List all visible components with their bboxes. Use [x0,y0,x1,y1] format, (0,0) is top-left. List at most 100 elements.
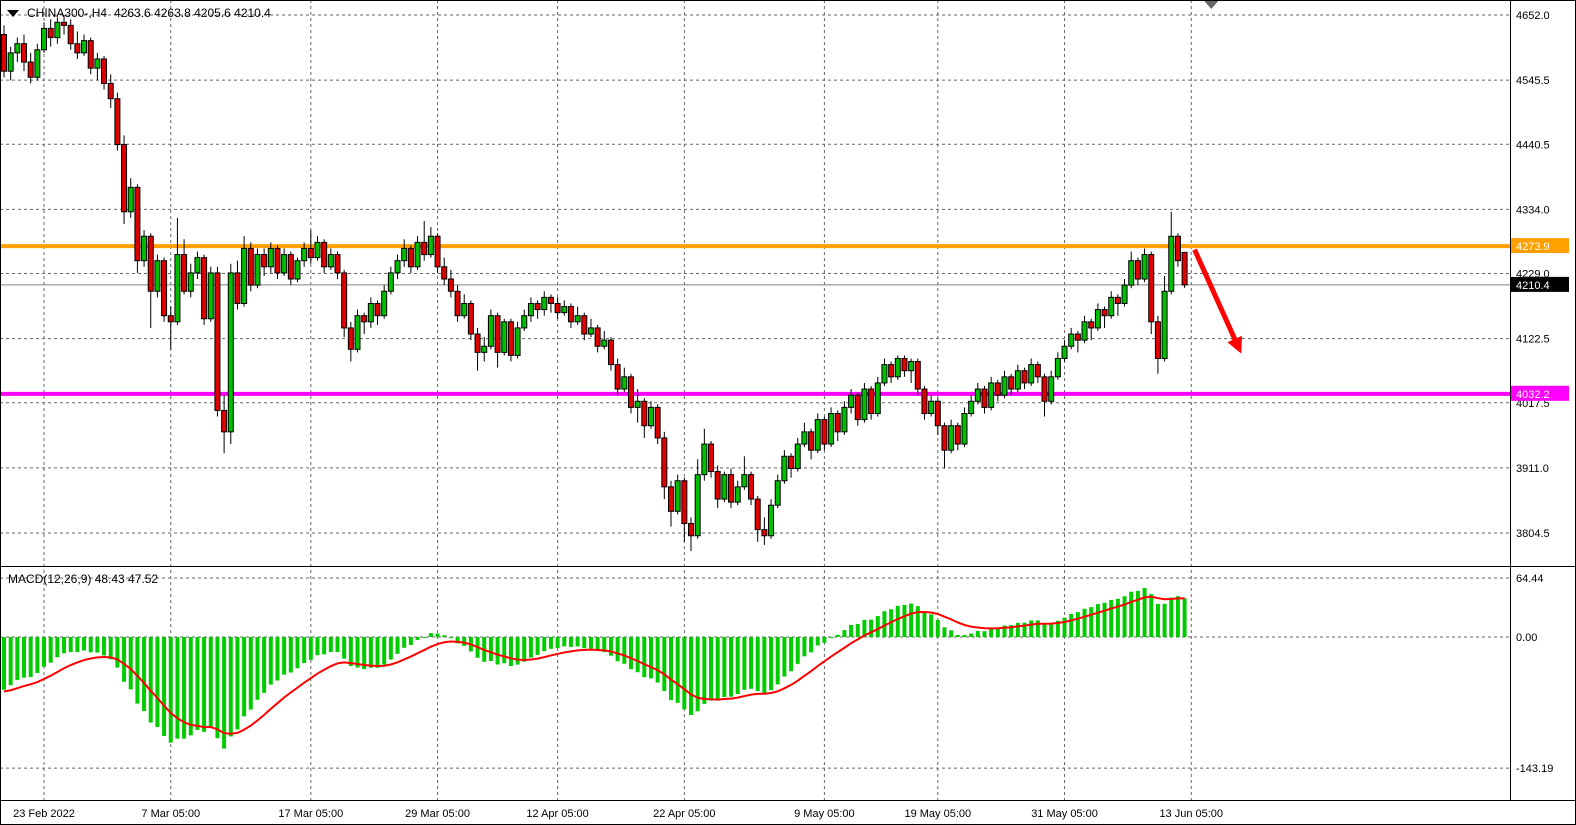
time-tick-label: 23 Feb 2022 [13,808,75,820]
macd-histogram-bar [1095,604,1100,638]
macd-label-text: MACD(12,26,9) 48.43 47.52 [8,572,159,586]
candle [674,474,681,515]
candle [161,257,168,322]
candle [774,474,781,509]
macd-histogram-bar [608,637,613,656]
macd-histogram-bar [322,637,327,655]
candle [294,257,301,283]
candle [174,217,181,325]
macd-histogram-bar [855,624,860,638]
candle [1021,367,1028,390]
candle [881,358,888,386]
candle [407,245,414,273]
candle [1161,275,1168,362]
candle [981,385,988,414]
macd-histogram-bar [628,637,633,670]
time-tick-label: 19 May 05:00 [904,808,971,820]
macd-histogram-bar [909,603,914,638]
candle [708,441,715,478]
symbol-dropdown-icon[interactable] [7,9,20,18]
candle [141,230,148,267]
candle [1048,370,1055,405]
candle [327,248,334,270]
macd-histogram-bar [188,637,193,736]
macd-histogram-bar [815,637,820,646]
candle [728,468,735,509]
time-axis[interactable] [0,801,1576,825]
candle [374,300,381,325]
macd-histogram-bar [1149,594,1154,638]
macd-histogram-bar [442,635,447,638]
macd-histogram-bar [1069,613,1074,638]
candle [114,92,121,151]
candle [988,376,995,411]
candle [47,19,54,47]
macd-histogram-bar [488,637,493,662]
candle [221,395,228,454]
candle [1141,248,1148,283]
macd-histogram-bar [462,637,467,646]
sell-arrow-head[interactable] [1227,335,1243,354]
macd-tick-label: -143.19 [1516,763,1553,775]
macd-histogram-bar [528,637,533,658]
macd-histogram-bar [635,637,640,673]
price-tick-label: 3911.0 [1516,463,1549,475]
macd-histogram-bar [602,637,607,653]
candle [394,254,401,280]
macd-histogram-bar [849,624,854,638]
candle [734,480,741,506]
candle [314,236,321,261]
macd-histogram-bar [822,637,827,643]
candle [14,37,21,63]
candle [507,318,514,362]
candle [227,263,234,445]
candle [714,465,721,509]
sell-arrow-shaft[interactable] [1192,248,1240,346]
candle [894,355,901,380]
macd-histogram-bar [255,637,260,700]
candle [901,355,908,377]
macd-histogram-bar [588,637,593,649]
candle [1114,294,1121,316]
candle [948,419,955,454]
candle [421,220,428,261]
macd-histogram-bar [128,637,133,690]
candle [414,236,421,270]
macd-histogram-bar [195,637,200,730]
macd-histogram-bar [295,637,300,669]
macd-histogram-bar [175,637,180,739]
macd-histogram-bar [795,637,800,664]
macd-histogram-bar [735,637,740,694]
macd-histogram-bar [55,637,60,658]
macd-histogram-bar [1102,602,1107,638]
macd-histogram-bar [1042,623,1047,638]
macd-histogram-bar [315,637,320,656]
macd-histogram-bar [95,637,100,653]
candle [354,309,361,353]
candle [1108,291,1115,319]
macd-histogram-bar [395,637,400,654]
macd-tick-label: 0.00 [1516,632,1537,644]
macd-histogram-bar [1035,620,1040,638]
candle [381,285,388,319]
macd-histogram-bar [35,637,40,673]
candle [961,407,968,448]
macd-histogram-bar [148,637,153,723]
candle [41,22,48,53]
macd-histogram-bar [882,611,887,638]
candle [321,239,328,273]
macd-histogram-bar [382,637,387,665]
candle [694,459,701,539]
macd-histogram-bar [962,634,967,638]
candle [1081,315,1088,344]
macd-histogram-bar [355,637,360,668]
candle [267,242,274,273]
price-tick-label: 4122.5 [1516,334,1550,346]
candle [861,382,868,423]
candle [341,269,348,338]
chart-shift-marker-icon[interactable] [1204,1,1219,9]
macd-histogram-bar [75,637,80,653]
macd-histogram-bar [895,605,900,638]
macd-histogram-bar [915,606,920,638]
